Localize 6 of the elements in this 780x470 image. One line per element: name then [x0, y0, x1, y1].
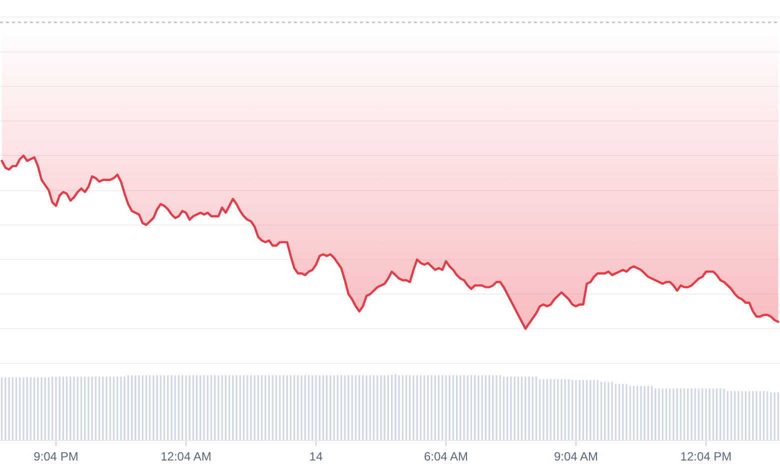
x-tick-label: 9:04 AM	[554, 449, 598, 464]
x-tick-label: 12:04 AM	[160, 449, 212, 464]
x-tick-label: 6:04 AM	[424, 449, 468, 464]
x-tick-label: 14	[309, 449, 323, 464]
x-tick-label: 9:04 PM	[34, 449, 78, 464]
x-tick-label: 12:04 PM	[680, 449, 732, 464]
